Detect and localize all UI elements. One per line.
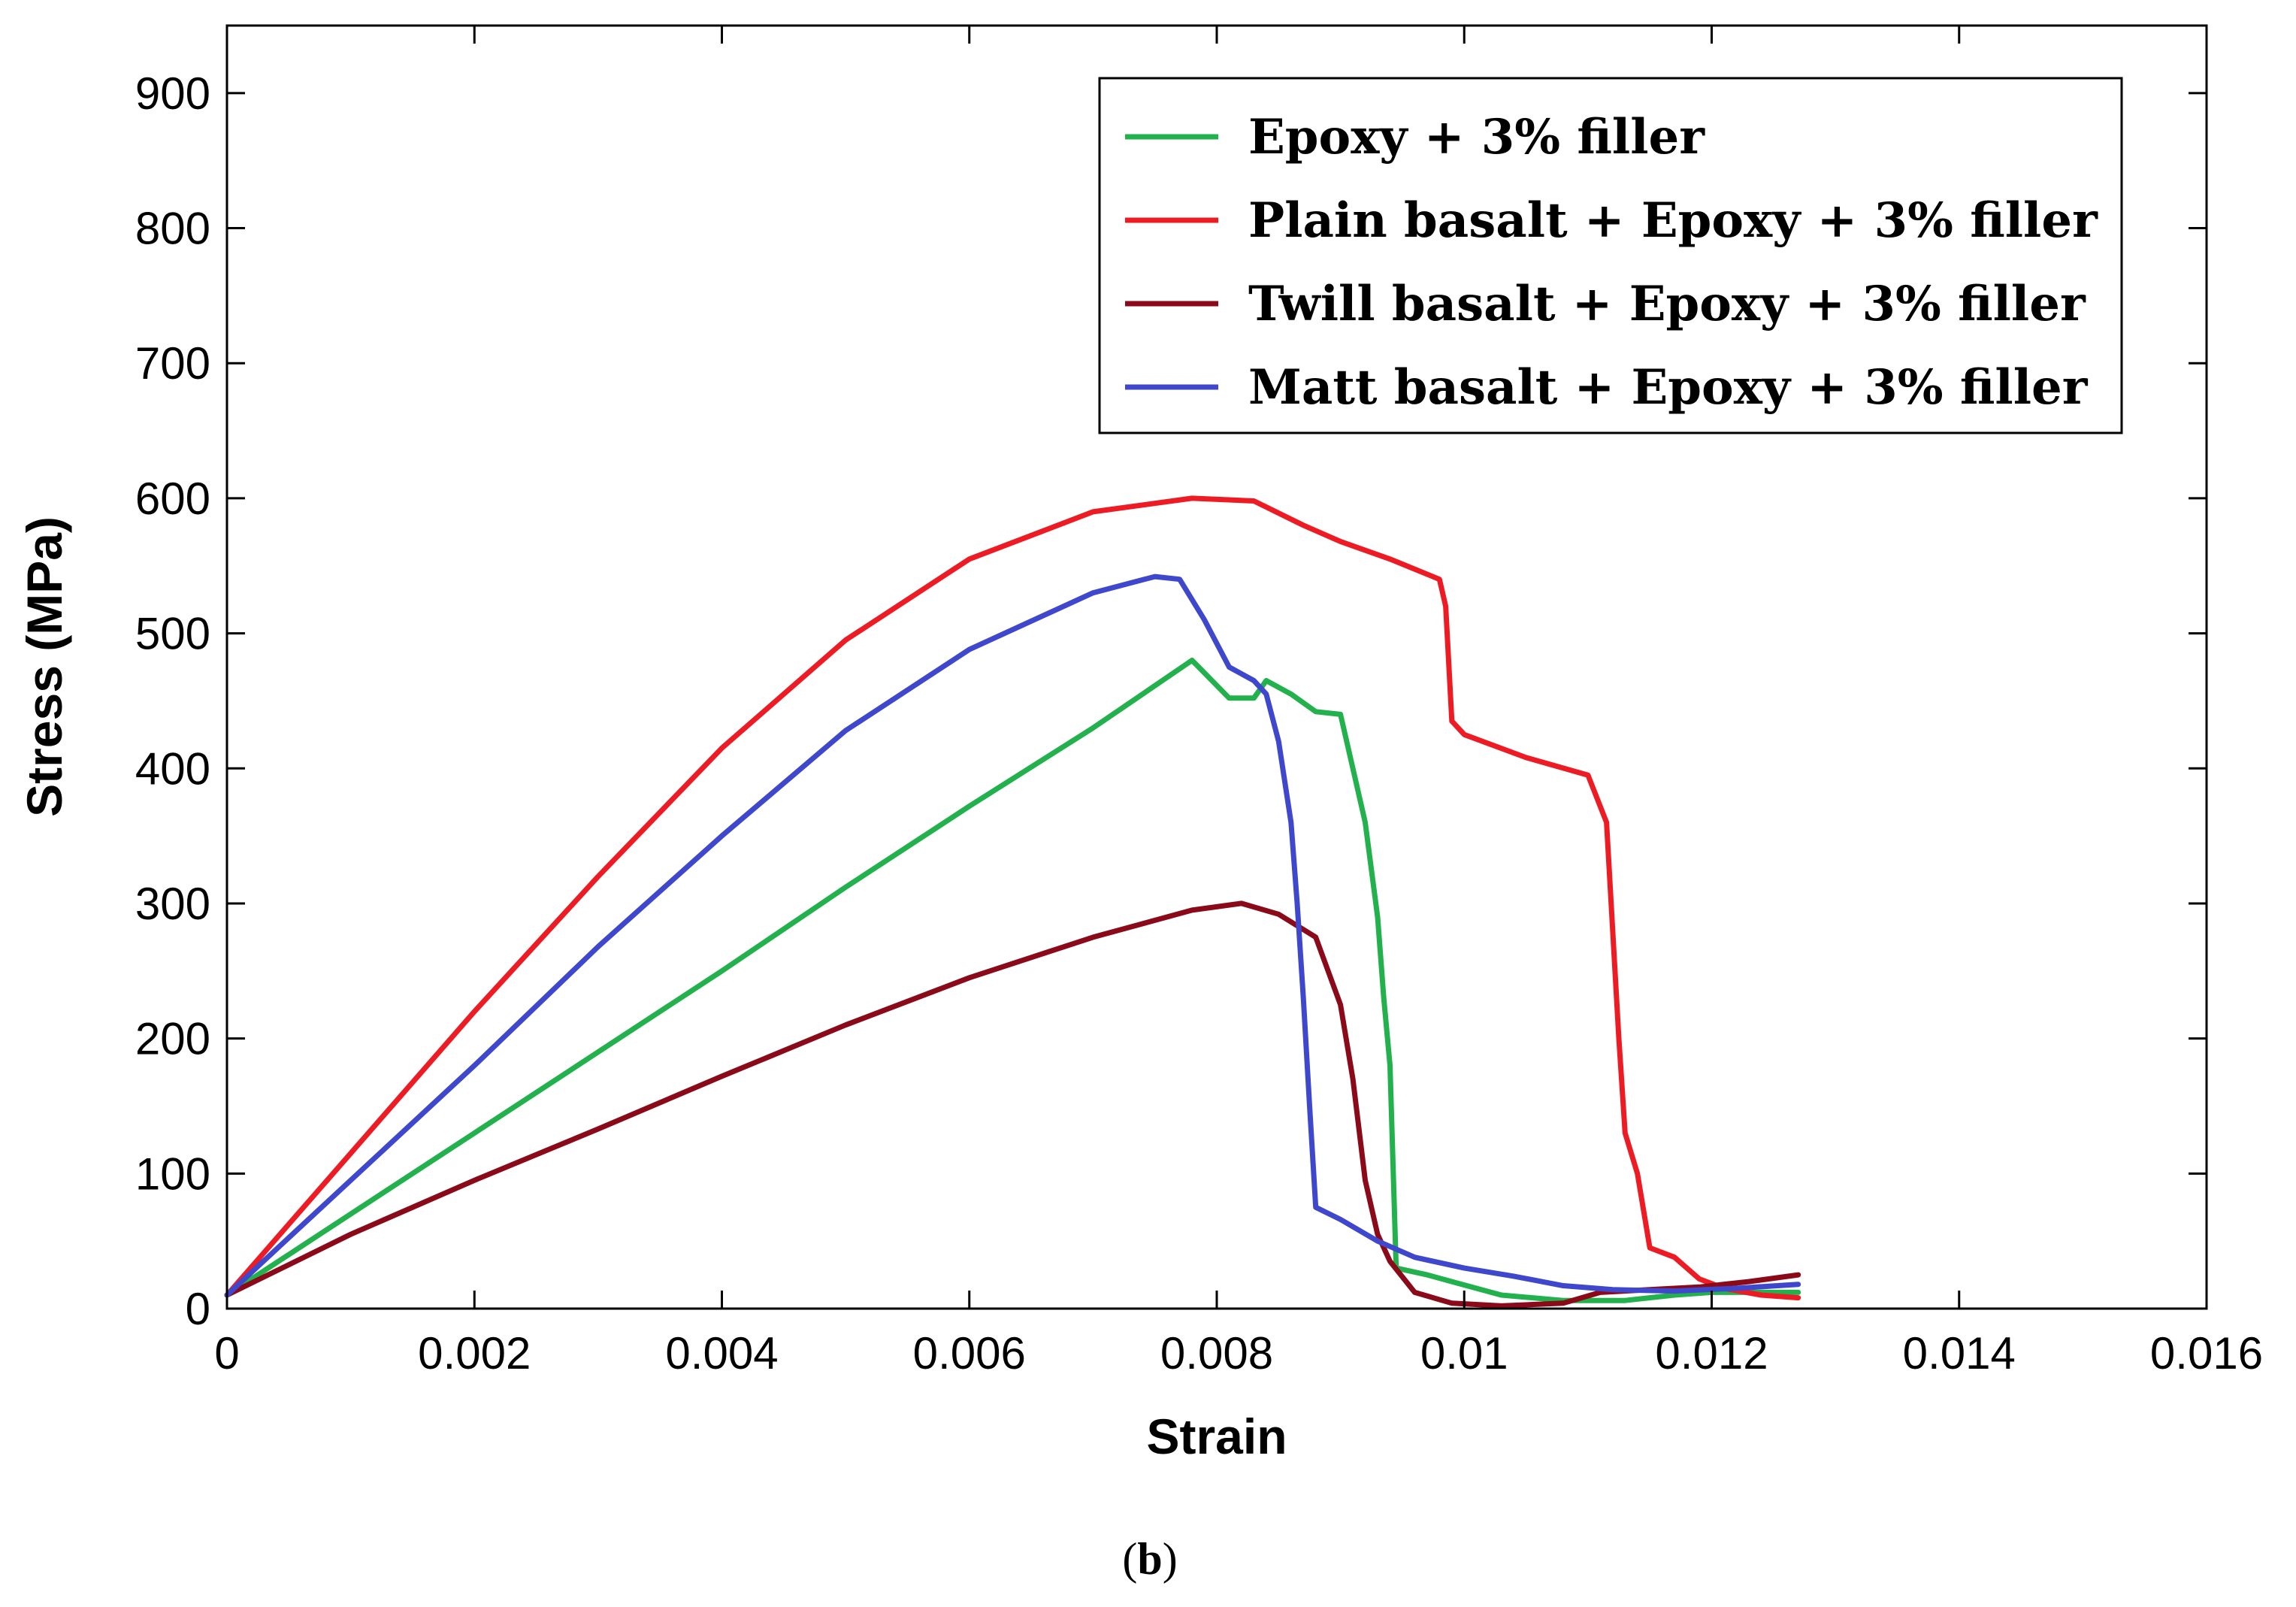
y-tick-label: 300 — [135, 879, 210, 929]
legend: Epoxy + 3% filler Plain basalt + Epoxy + … — [1098, 77, 2123, 434]
caption-open-paren: ( — [1122, 1534, 1137, 1584]
legend-label-2: Plain basalt + Epoxy + 3% filler — [1248, 192, 2098, 249]
caption-letter: b — [1137, 1534, 1162, 1584]
x-tick-label: 0.008 — [1160, 1328, 1273, 1379]
x-tick-label: 0.006 — [913, 1328, 1026, 1379]
y-tick-label: 0 — [186, 1284, 210, 1334]
y-tick-label: 400 — [135, 743, 210, 794]
legend-label-4: Matt basalt + Epoxy + 3% filler — [1248, 359, 2089, 416]
y-tick-label: 600 — [135, 474, 210, 524]
caption-close-paren: ) — [1163, 1534, 1178, 1584]
y-axis-title: Stress (MPa) — [17, 516, 72, 817]
x-axis-title: Strain — [1146, 1409, 1287, 1464]
x-tick-label: 0.014 — [1903, 1328, 2016, 1379]
y-tick-label: 500 — [135, 609, 210, 659]
x-tick-label: 0.004 — [665, 1328, 778, 1379]
figure-caption: (b) — [1122, 1534, 1177, 1584]
x-tick-label: 0.016 — [2150, 1328, 2263, 1379]
series-line-1 — [224, 658, 1801, 1303]
y-tick-label: 100 — [135, 1149, 210, 1199]
x-tick-label: 0.01 — [1420, 1328, 1508, 1379]
series-layer — [224, 495, 1801, 1309]
x-tick-label: 0.012 — [1655, 1328, 1768, 1379]
series-line-2 — [224, 495, 1801, 1301]
tick-layer: 0 0.002 0.004 0.006 0.008 0.01 0.012 0.014 0.016… — [135, 26, 2263, 1379]
y-tick-label: 200 — [135, 1014, 210, 1064]
legend-label-3: Twill basalt + Epoxy + 3% filler — [1248, 276, 2086, 332]
y-tick-label: 800 — [135, 204, 210, 254]
series-line-4 — [224, 573, 1801, 1298]
x-tick-label: 0.002 — [418, 1328, 531, 1379]
legend-box — [1098, 77, 2123, 434]
legend-label-1: Epoxy + 3% filler — [1248, 109, 1705, 165]
x-tick-label: 0 — [214, 1328, 239, 1379]
series-line-3 — [224, 900, 1801, 1309]
y-tick-label: 700 — [135, 338, 210, 389]
y-tick-label: 900 — [135, 68, 210, 119]
